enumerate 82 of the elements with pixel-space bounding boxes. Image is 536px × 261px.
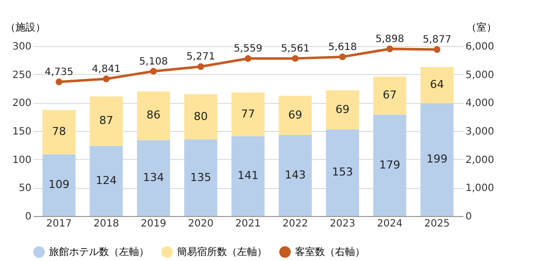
data-label: 86 xyxy=(146,108,160,122)
y-tick-label: 250 xyxy=(12,70,32,81)
data-label: 67 xyxy=(382,88,397,102)
x-tick-label: 2025 xyxy=(424,218,450,230)
data-label: 199 xyxy=(426,152,448,166)
x-tick-label: 2017 xyxy=(46,218,72,230)
data-label: 141 xyxy=(238,169,258,182)
data-label: 80 xyxy=(194,110,208,123)
y-tick-label: 0 xyxy=(25,212,32,222)
x-tick-label: 2020 xyxy=(188,218,214,230)
x-tick-label: 2022 xyxy=(282,218,308,230)
bar xyxy=(90,96,123,146)
point xyxy=(197,63,204,70)
data-label: 5,898 xyxy=(375,34,404,45)
data-label: 64 xyxy=(430,78,444,92)
y2-tick-label: 1,000 xyxy=(466,183,494,194)
point xyxy=(244,55,252,62)
data-label: 134 xyxy=(142,171,164,184)
bar xyxy=(326,90,360,130)
data-label: 5,618 xyxy=(328,42,357,53)
y2-tick-label: 5,000 xyxy=(466,70,494,81)
y2-tick-label: 6,000 xyxy=(466,42,494,52)
bar xyxy=(278,96,312,135)
y-tick-label: 50 xyxy=(18,183,32,194)
data-label: 5,271 xyxy=(186,52,216,63)
data-label: 78 xyxy=(52,125,66,138)
point xyxy=(56,78,62,86)
x-tick-label: 2021 xyxy=(235,218,261,230)
bar xyxy=(231,92,265,136)
bar xyxy=(42,110,76,154)
bar xyxy=(184,94,218,140)
data-label: 4,735 xyxy=(44,66,74,78)
y-tick-label: 300 xyxy=(12,42,32,52)
data-label: 5,561 xyxy=(280,43,310,54)
bar xyxy=(42,154,76,216)
point xyxy=(102,75,110,82)
data-label: 5,559 xyxy=(234,43,262,54)
bar xyxy=(326,129,360,216)
y2-tick-label: 3,000 xyxy=(466,126,494,138)
x-tick-label: 2024 xyxy=(377,218,402,230)
data-label: 143 xyxy=(284,168,306,182)
point xyxy=(339,53,346,60)
bar xyxy=(420,66,454,104)
data-label: 5,877 xyxy=(422,34,452,46)
bar xyxy=(373,76,406,115)
legend-label: 客室数（右軸） xyxy=(295,246,365,258)
y2-axis-title: （室） xyxy=(466,22,496,34)
bar xyxy=(184,140,218,216)
y2-tick-label: 4,000 xyxy=(466,98,494,110)
data-label: 77 xyxy=(241,107,255,120)
bar xyxy=(231,136,265,216)
data-label: 69 xyxy=(288,108,302,122)
bar xyxy=(420,103,454,216)
bar xyxy=(90,146,123,216)
x-tick-label: 2019 xyxy=(140,218,166,230)
legend-label: 簡易宿所数（左軸） xyxy=(177,246,267,258)
data-label: 135 xyxy=(190,170,212,184)
point xyxy=(150,68,157,75)
point xyxy=(292,55,299,62)
y-axis-title: （施設） xyxy=(6,22,46,34)
data-label: 69 xyxy=(336,102,350,116)
data-label: 153 xyxy=(332,166,354,179)
x-tick-label: 2018 xyxy=(94,218,119,230)
data-label: 87 xyxy=(99,114,114,128)
point xyxy=(434,46,440,53)
y2-tick-label: 2,000 xyxy=(466,154,494,166)
data-label: 179 xyxy=(379,158,400,172)
legend-label: 旅館ホテル数（左軸） xyxy=(49,246,149,258)
bar xyxy=(136,91,170,140)
data-label: 109 xyxy=(48,178,70,192)
point xyxy=(386,46,394,52)
data-label: 4,841 xyxy=(92,64,121,75)
bar xyxy=(278,134,312,216)
y-tick-label: 100 xyxy=(12,154,32,166)
data-label: 5,108 xyxy=(139,56,168,68)
x-tick-label: 2023 xyxy=(330,218,356,230)
y-tick-label: 200 xyxy=(12,98,32,110)
y2-tick-label: 0 xyxy=(466,212,472,222)
y-tick-label: 150 xyxy=(12,126,32,138)
bar xyxy=(136,140,170,216)
data-label: 124 xyxy=(96,174,117,187)
bar xyxy=(373,114,406,216)
